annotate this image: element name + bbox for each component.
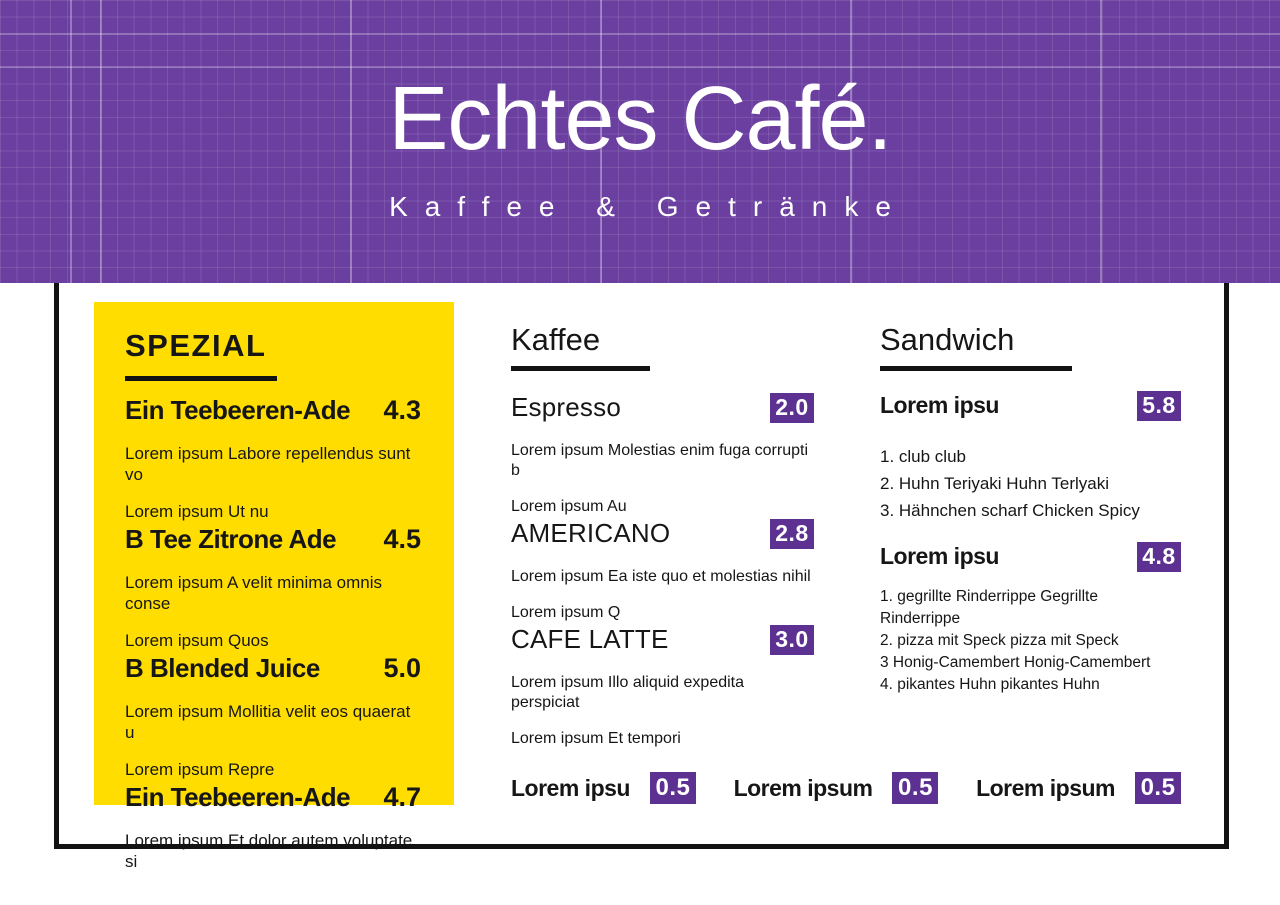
item-price: 4.7 [383,781,421,812]
kaffee-heading: Kaffee [511,322,601,357]
column-footer-note: Lorem ipsum Et tempori [511,729,681,747]
extra-label: Lorem ipsum [733,774,873,801]
extra-item: Lorem ipsu 0.5 [511,772,696,804]
spezial-heading-underline [125,375,277,381]
item-name: Espresso [511,392,621,423]
item-description: Lorem ipsum Molestias enim fuga corrupti… [511,441,809,479]
item-name: CAFE LATTE [511,624,669,655]
group-title: Lorem ipsu [880,392,999,419]
price-badge: 0.5 [649,772,696,804]
group-title-row: Lorem ipsu 4.8 [880,541,1181,572]
group-title-row: Lorem ipsu 5.8 [880,390,1181,421]
sandwich-list: 1. gegrillte Rinderrippe Gegrillte Rinde… [880,586,1181,696]
page-subtitle: Kaffee & Getränke [389,191,908,222]
item-description: Lorem ipsum Mollitia velit eos quaerat u [125,701,411,742]
list-item: 1. gegrillte Rinderrippe Gegrillte Rinde… [880,587,1098,627]
extra-item: Lorem ipsum 0.5 [734,772,939,804]
price-badge: 3.0 [770,624,814,655]
item-note: Lorem ipsum Ut nu [125,501,269,521]
sandwich-heading: Sandwich [880,322,1015,357]
list-item: 3. Hähnchen scharf Chicken Spicy [880,500,1140,520]
list-item: 2. Huhn Teriyaki Huhn Terlyaki [880,473,1109,493]
item-name: AMERICANO [511,518,671,549]
menu-item-row: CAFE LATTE 3.0 [511,624,814,655]
sandwich-heading-underline [880,365,1072,371]
extra-label: Lorem ipsu [511,774,630,801]
price-badge: 5.8 [1137,390,1181,421]
header-banner: Echtes Café. Kaffee & Getränke [0,0,1280,283]
item-note: Lorem ipsum Au [511,497,627,515]
item-description: Lorem ipsum Et dolor autem voluptate si [125,830,413,871]
spezial-heading: SPEZIAL [125,328,267,363]
extra-label: Lorem ipsum [976,774,1115,801]
spezial-panel: SPEZIAL Ein Teebeeren-Ade 4.3 Lorem ipsu… [94,302,454,871]
price-badge: 0.5 [892,772,939,804]
item-name: B Tee Zitrone Ade [125,523,337,554]
item-description: Lorem ipsum A velit minima omnis conse [125,572,382,613]
menu-item-row: AMERICANO 2.8 [511,518,814,549]
kaffee-column: Kaffee Espresso 2.0 Lorem ipsum Molestia… [511,322,814,749]
item-price: 4.5 [383,523,421,554]
item-name: Ein Teebeeren-Ade [125,781,351,812]
item-price: 5.0 [383,652,421,683]
price-badge: 0.5 [1135,772,1181,804]
page-title: Echtes Café. [388,69,892,169]
item-description: Lorem ipsum Ea iste quo et molestias nih… [511,567,811,585]
item-name: B Blended Juice [125,652,320,683]
item-note: Lorem ipsum Quos [125,630,269,650]
item-description: Lorem ipsum Illo aliquid expedita perspi… [511,673,745,711]
sandwich-column: Sandwich Lorem ipsu 5.8 1. club club 2. … [880,322,1181,696]
menu-item-row: Ein Teebeeren-Ade 4.7 [125,782,421,812]
list-item: 4. pikantes Huhn pikantes Huhn [880,675,1100,693]
price-badge: 2.8 [770,518,814,549]
price-badge: 4.8 [1137,541,1181,572]
menu-item-row: B Tee Zitrone Ade 4.5 [125,524,421,554]
menu-item-row: B Blended Juice 5.0 [125,653,421,683]
kaffee-heading-underline [511,365,650,371]
menu-item-row: Ein Teebeeren-Ade 4.3 [125,395,421,425]
list-item: 3 Honig-Camembert Honig-Camembert [880,653,1151,671]
item-note: Lorem ipsum Q [511,603,621,621]
menu-item-row: Espresso 2.0 [511,392,814,423]
item-name: Ein Teebeeren-Ade [125,394,351,425]
item-price: 4.3 [383,394,421,425]
item-note: Lorem ipsum Repre [125,759,275,779]
list-item: 1. club club [880,446,966,466]
item-description: Lorem ipsum Labore repellendus sunt vo [125,443,411,484]
list-item: 2. pizza mit Speck pizza mit Speck [880,631,1119,649]
group-title: Lorem ipsu [880,543,999,570]
extra-item: Lorem ipsum 0.5 [976,772,1181,804]
price-badge: 2.0 [770,392,814,423]
extras-row: Lorem ipsu 0.5 Lorem ipsum 0.5 Lorem ips… [511,772,1181,804]
sandwich-list: 1. club club 2. Huhn Teriyaki Huhn Terly… [880,443,1181,524]
